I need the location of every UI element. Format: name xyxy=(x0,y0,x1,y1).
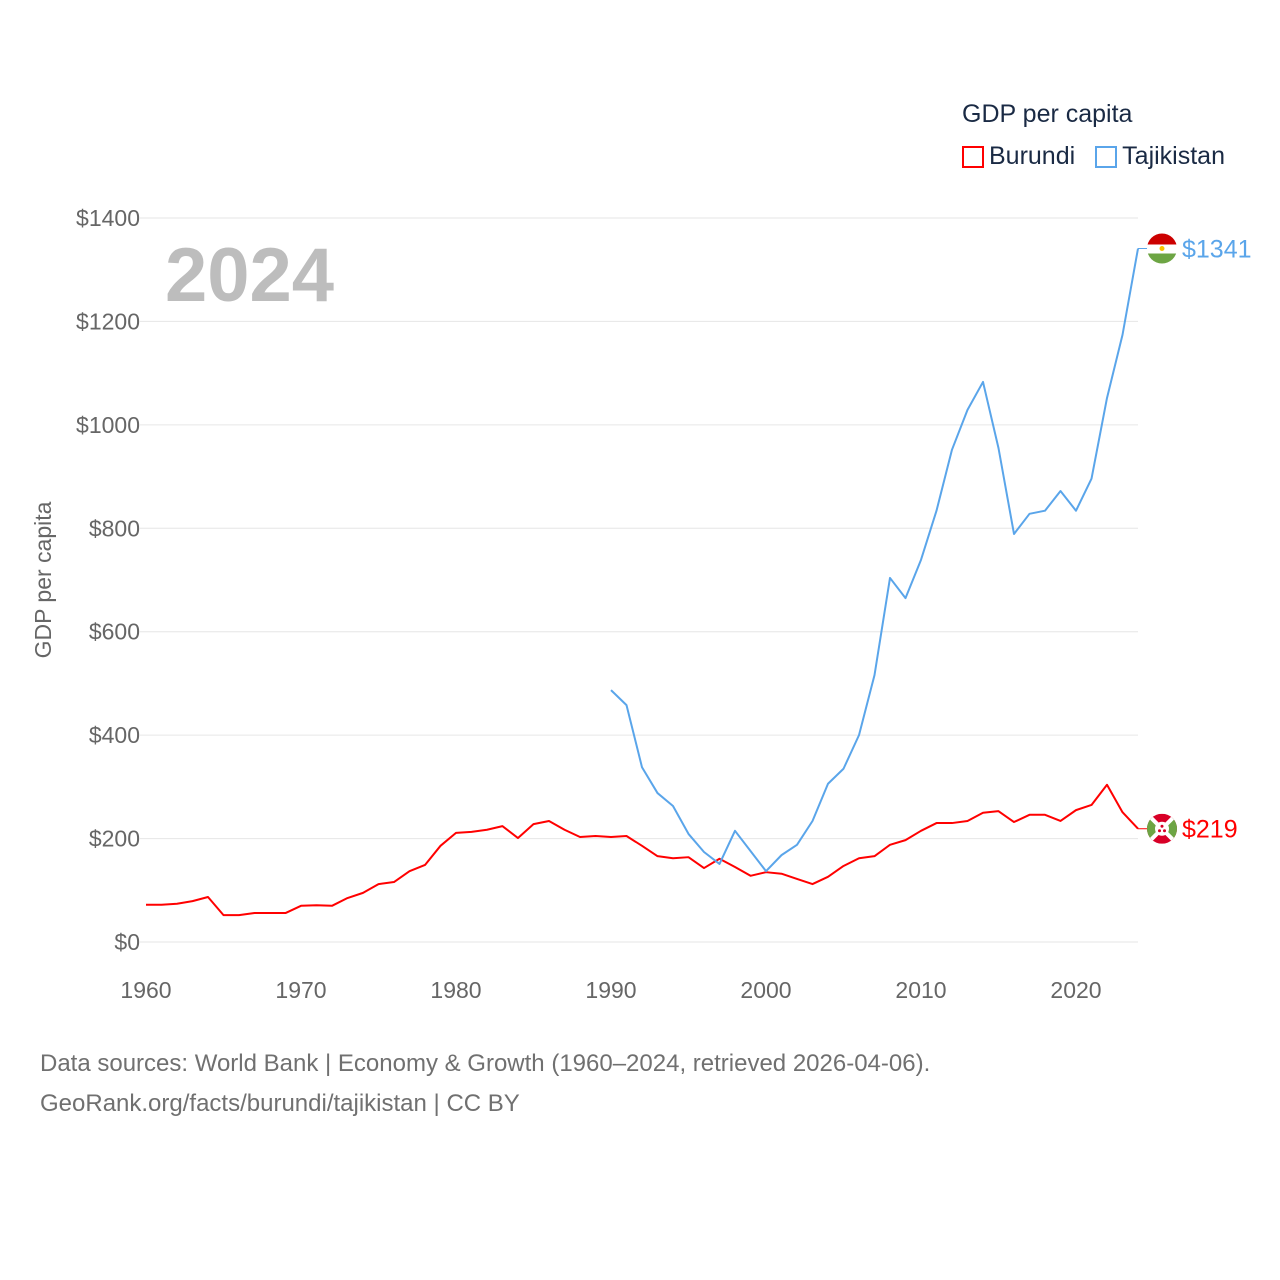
x-tick-label: 2020 xyxy=(1050,977,1101,1003)
end-value-label: $1341 xyxy=(1182,236,1252,264)
footer: Data sources: World Bank | Economy & Gro… xyxy=(40,1044,930,1124)
series-line-tajikistan xyxy=(610,248,1139,873)
legend-label: Tajikistan xyxy=(1122,142,1225,170)
series-line-burundi xyxy=(146,783,1139,917)
legend-title: GDP per capita xyxy=(962,100,1133,128)
data-sources: Data sources: World Bank | Economy & Gro… xyxy=(40,1050,931,1077)
x-tick-label: 1990 xyxy=(585,977,636,1003)
y-tick-label: $1400 xyxy=(76,205,140,231)
legend-swatch-tajikistan xyxy=(1095,145,1118,168)
legend-label: Burundi xyxy=(989,142,1076,170)
y-tick-label: $200 xyxy=(89,826,140,852)
year-label: 2024 xyxy=(165,233,335,318)
flag-tajikistan-icon xyxy=(1147,233,1177,264)
y-axis-label: GDP per capita xyxy=(30,501,56,658)
legend: Burundi Tajikistan xyxy=(962,142,1225,171)
y-tick-label: $1000 xyxy=(76,412,140,438)
y-tick-label: $400 xyxy=(89,722,140,748)
y-tick-label: $0 xyxy=(114,929,140,955)
x-tick-label: 1980 xyxy=(430,977,481,1003)
x-tick-label: 2000 xyxy=(740,977,791,1003)
y-tick-label: $600 xyxy=(89,619,140,645)
y-tick-label: $1200 xyxy=(76,308,140,334)
legend-swatch-burundi xyxy=(962,145,984,168)
x-tick-label: 2010 xyxy=(895,977,946,1003)
legend-item-tajikistan[interactable]: Tajikistan xyxy=(1095,142,1225,171)
end-value-label: $219 xyxy=(1182,816,1238,844)
legend-item-burundi[interactable]: Burundi xyxy=(962,142,1075,171)
flag-burundi-icon xyxy=(1147,813,1177,844)
source-link[interactable]: GeoRank.org/facts/burundi/tajikistan | C… xyxy=(40,1090,520,1117)
y-tick-label: $800 xyxy=(89,515,140,541)
x-tick-label: 1970 xyxy=(275,977,326,1003)
x-tick-label: 1960 xyxy=(120,977,171,1003)
